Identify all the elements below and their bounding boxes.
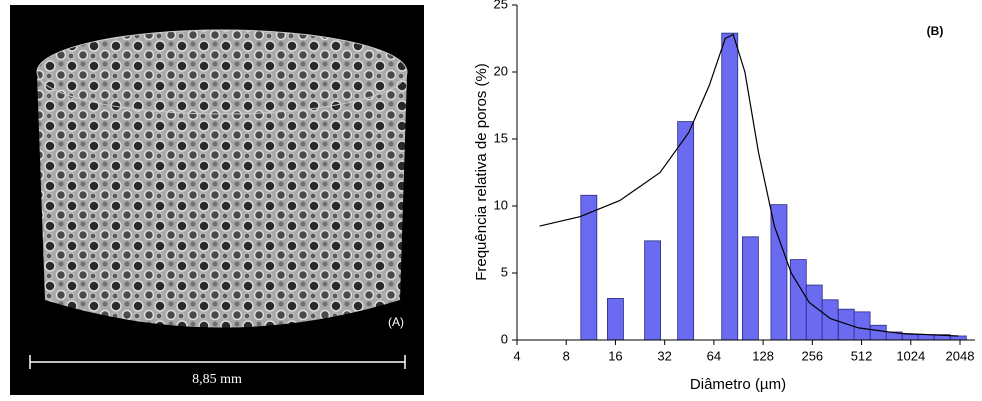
bar xyxy=(837,308,855,341)
x-tick-label: 1024 xyxy=(896,348,925,363)
y-axis-label: Frequência relativa de poros (%) xyxy=(473,63,490,281)
y-tick-label: 5 xyxy=(501,264,508,279)
x-tick-label: 8 xyxy=(563,348,570,363)
x-axis-label: Diâmetro (µm) xyxy=(690,376,786,393)
bar xyxy=(644,240,662,341)
fit-curve xyxy=(539,33,959,337)
bar xyxy=(607,298,624,341)
bar xyxy=(721,32,739,341)
x-tick-label: 256 xyxy=(801,348,823,363)
x-tick-label: 32 xyxy=(657,348,671,363)
bar xyxy=(853,311,871,341)
bar xyxy=(770,204,788,341)
panel-label: (A) xyxy=(388,315,404,329)
bar xyxy=(949,335,967,341)
y-tick-label: 10 xyxy=(494,197,508,212)
panel-a: 8,85 mm (A) xyxy=(10,5,424,395)
x-tick-label: 16 xyxy=(608,348,622,363)
panel-b: 0 5 10 15 20 25 4 8 16 32 64 128 256 512 1024 2048 Diâme… xyxy=(473,0,975,393)
x-tick-label: 128 xyxy=(752,348,774,363)
x-tick-label: 2048 xyxy=(946,348,975,363)
x-tick-label: 4 xyxy=(513,348,520,363)
x-tick-label: 512 xyxy=(851,348,873,363)
y-tick-label: 15 xyxy=(494,130,508,145)
bar xyxy=(677,121,695,341)
x-tick-label: 64 xyxy=(707,348,721,363)
y-tick-label: 0 xyxy=(501,331,508,346)
bar xyxy=(789,259,807,341)
annotation: (B) xyxy=(927,24,944,38)
y-tick-label: 20 xyxy=(494,63,508,78)
bar xyxy=(580,194,598,341)
bar xyxy=(901,334,919,341)
porous-cylinder xyxy=(37,75,407,328)
bar xyxy=(869,324,887,341)
bar xyxy=(917,334,935,341)
bar xyxy=(741,236,759,341)
cylinder-top xyxy=(36,29,408,115)
y-tick-label: 25 xyxy=(494,0,508,11)
scale-bar-label: 8,85 mm xyxy=(192,372,242,387)
bar xyxy=(805,284,823,341)
